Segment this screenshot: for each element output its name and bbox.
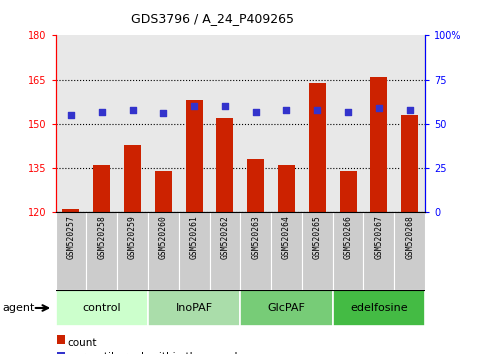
Bar — [340, 171, 356, 212]
Text: GSM520264: GSM520264 — [282, 215, 291, 259]
Bar — [240, 212, 271, 290]
Text: control: control — [83, 303, 121, 313]
Point — [67, 112, 75, 118]
Bar — [401, 115, 418, 212]
Text: agent: agent — [2, 303, 35, 313]
Text: GSM520260: GSM520260 — [159, 215, 168, 259]
Text: GSM520257: GSM520257 — [67, 215, 75, 259]
Bar — [124, 144, 141, 212]
Text: GSM520258: GSM520258 — [97, 215, 106, 259]
Bar — [185, 100, 202, 212]
Bar — [302, 212, 333, 290]
Bar — [364, 212, 394, 290]
Point — [98, 109, 106, 114]
Text: percentile rank within the sample: percentile rank within the sample — [68, 352, 243, 354]
Text: GSM520267: GSM520267 — [374, 215, 384, 259]
Text: GSM520265: GSM520265 — [313, 215, 322, 259]
Text: GSM520259: GSM520259 — [128, 215, 137, 259]
Point — [283, 107, 290, 113]
Point — [406, 107, 413, 113]
Bar — [240, 290, 333, 326]
Bar — [86, 212, 117, 290]
Bar — [93, 165, 110, 212]
Bar — [370, 77, 387, 212]
Point — [190, 103, 198, 109]
Point — [252, 109, 259, 114]
Text: GSM520263: GSM520263 — [251, 215, 260, 259]
Text: GSM520262: GSM520262 — [220, 215, 229, 259]
Point — [221, 103, 229, 109]
Point — [128, 107, 136, 113]
Bar — [333, 212, 364, 290]
Text: GSM520266: GSM520266 — [343, 215, 353, 259]
Bar — [148, 212, 179, 290]
Point — [313, 107, 321, 113]
Point — [159, 110, 167, 116]
Bar — [247, 159, 264, 212]
Bar — [148, 290, 241, 326]
Bar — [394, 212, 425, 290]
Bar — [155, 171, 172, 212]
Text: edelfosine: edelfosine — [350, 303, 408, 313]
Bar — [333, 290, 425, 326]
Text: GSM520261: GSM520261 — [190, 215, 199, 259]
Bar — [216, 118, 233, 212]
Text: count: count — [68, 338, 97, 348]
Bar — [117, 212, 148, 290]
Point — [375, 105, 383, 111]
Bar — [309, 82, 326, 212]
Bar — [278, 165, 295, 212]
Point — [344, 109, 352, 114]
Bar — [56, 290, 148, 326]
Bar — [210, 212, 240, 290]
Bar — [271, 212, 302, 290]
Bar — [62, 210, 79, 212]
Text: GDS3796 / A_24_P409265: GDS3796 / A_24_P409265 — [131, 12, 294, 25]
Bar — [179, 212, 210, 290]
Text: GlcPAF: GlcPAF — [268, 303, 305, 313]
Text: InoPAF: InoPAF — [175, 303, 213, 313]
Bar — [56, 212, 86, 290]
Text: GSM520268: GSM520268 — [405, 215, 414, 259]
